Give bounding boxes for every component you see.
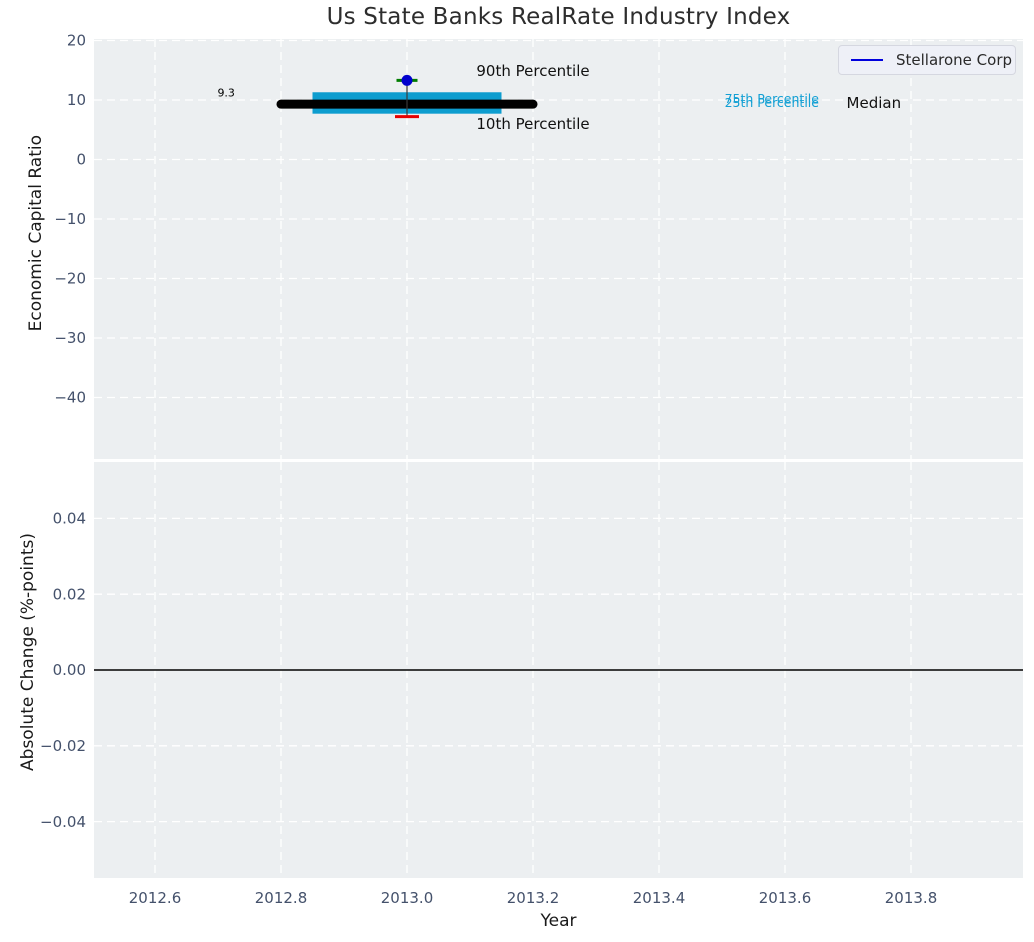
x-tick-label: 2013.8 (885, 889, 938, 907)
y-axis-label-bottom: Absolute Change (%-points) (18, 533, 38, 771)
annotation-median: Median (847, 94, 902, 112)
y-tick-label: −40 (54, 389, 86, 407)
annotation-10th-percentile: 10th Percentile (476, 115, 589, 133)
annotation-75th-percentile: 75th Percentile (725, 91, 820, 106)
annotation-9-3: 9.3 (217, 87, 235, 100)
x-tick-label: 2013.6 (759, 889, 812, 907)
y-tick-label: −20 (54, 270, 86, 288)
x-tick-label: 2012.6 (129, 889, 182, 907)
x-axis-label: Year (540, 911, 577, 931)
plot-area-top (94, 39, 1023, 459)
y-tick-label: −0.02 (40, 737, 86, 755)
y-tick-label: −10 (54, 210, 86, 228)
y-axis-label-top: Economic Capital Ratio (26, 135, 46, 332)
y-tick-label: 20 (67, 32, 86, 50)
y-tick-label: −30 (54, 329, 86, 347)
legend-line-icon (851, 58, 883, 62)
y-tick-label: −0.04 (40, 813, 86, 831)
y-tick-label: 0.04 (53, 510, 86, 528)
y-tick-label: 0.00 (53, 661, 86, 679)
chart-title: Us State Banks RealRate Industry Index (326, 4, 791, 30)
y-tick-label: 0 (76, 151, 86, 169)
x-tick-label: 2012.8 (255, 889, 308, 907)
legend-box: Stellarone Corp (838, 45, 1016, 75)
x-tick-label: 2013.4 (633, 889, 686, 907)
y-tick-label: 10 (67, 91, 86, 109)
x-tick-label: 2013.2 (507, 889, 560, 907)
annotation-90th-percentile: 90th Percentile (476, 62, 589, 80)
legend-label: Stellarone Corp (896, 51, 1013, 69)
annotation-25th-percentile: 25th Percentile (725, 95, 820, 110)
y-tick-label: 0.02 (53, 585, 86, 603)
company-point (401, 74, 413, 86)
x-tick-label: 2013.0 (381, 889, 434, 907)
